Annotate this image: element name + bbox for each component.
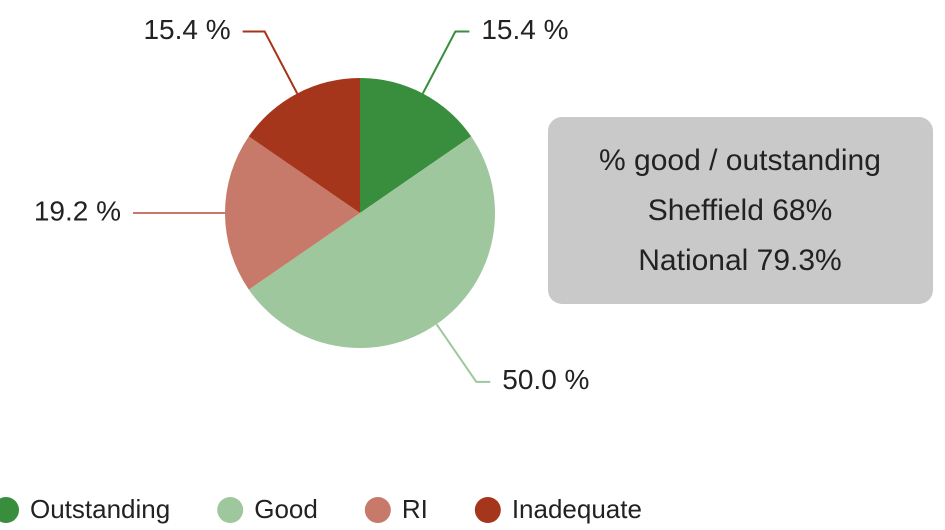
- leader-line: [435, 323, 491, 383]
- legend-swatch: [217, 497, 244, 523]
- annotation-line: % good / outstanding: [599, 144, 881, 177]
- legend-label: Outstanding: [30, 494, 170, 524]
- leader-line: [242, 30, 299, 94]
- legend-label: RI: [402, 494, 428, 524]
- pie-slice: [248, 78, 360, 213]
- leader-line: [421, 30, 470, 94]
- annotation-line: Sheffield 68%: [648, 194, 833, 227]
- legend-swatch: [364, 497, 391, 523]
- annotation-box: [548, 117, 933, 304]
- legend-swatch: [0, 497, 19, 523]
- pie-slice: [225, 136, 360, 290]
- pie-slice: [248, 136, 495, 348]
- annotation-line: National 79.3%: [638, 244, 841, 277]
- legend-label: Inadequate: [512, 494, 642, 524]
- pie-slice: [360, 78, 472, 213]
- data-label: 15.4 %: [481, 14, 568, 45]
- legend-swatch: [474, 497, 501, 523]
- legend-label: Good: [254, 494, 318, 524]
- data-label: 19.2 %: [34, 195, 121, 226]
- data-label: 50.0 %: [502, 364, 589, 395]
- data-label: 15.4 %: [143, 14, 230, 45]
